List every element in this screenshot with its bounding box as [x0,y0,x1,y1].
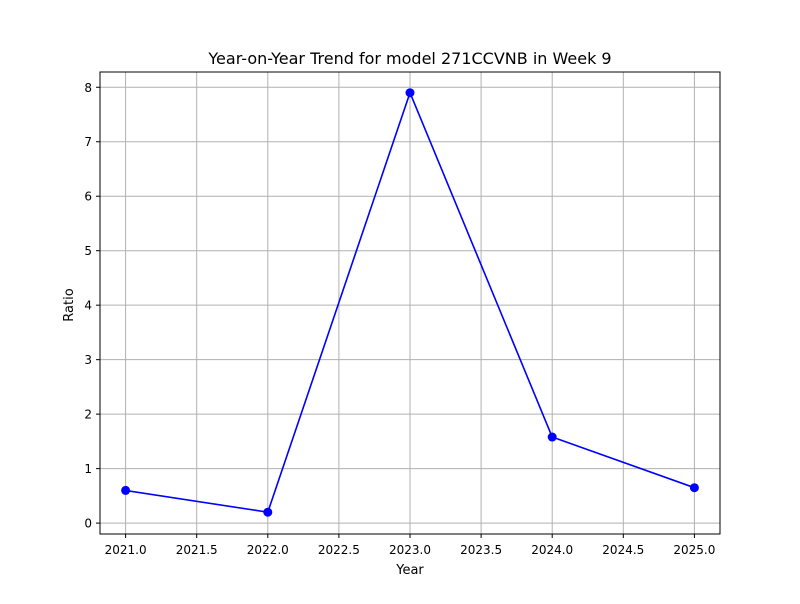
x-axis-label: Year [395,563,424,578]
y-axis-label: Ratio [62,288,77,321]
x-tick-label: 2023.5 [460,543,502,557]
data-point [121,485,131,495]
y-tick-label: 0 [84,517,92,531]
x-tick-label: 2022.5 [318,543,360,557]
ticks: 2021.0 2021.5 2022.0 2022.5 2023.0 2023.5 2024… [84,81,715,557]
x-tick-label: 2021.5 [176,543,218,557]
data-point [689,483,699,493]
y-tick-label: 2 [84,408,92,422]
data-point [405,88,415,98]
x-tick-label: 2025.0 [673,543,715,557]
x-tick-label: 2024.0 [531,543,573,557]
y-tick-label: 3 [84,353,92,367]
y-tick-label: 7 [84,135,92,149]
chart-title: Year-on-Year Trend for model 271CCVNB in… [207,49,611,68]
x-tick-label: 2023.0 [389,543,431,557]
x-tick-label: 2022.0 [247,543,289,557]
x-tick-label: 2021.0 [105,543,147,557]
y-tick-label: 5 [84,244,92,258]
y-tick-label: 6 [84,190,92,204]
grid [100,72,720,534]
data-point [263,507,273,517]
y-tick-label: 8 [84,81,92,95]
data-point [547,432,557,442]
y-tick-label: 4 [84,299,92,313]
y-tick-label: 1 [84,462,92,476]
x-tick-label: 2024.5 [602,543,644,557]
data-layer [121,88,699,517]
